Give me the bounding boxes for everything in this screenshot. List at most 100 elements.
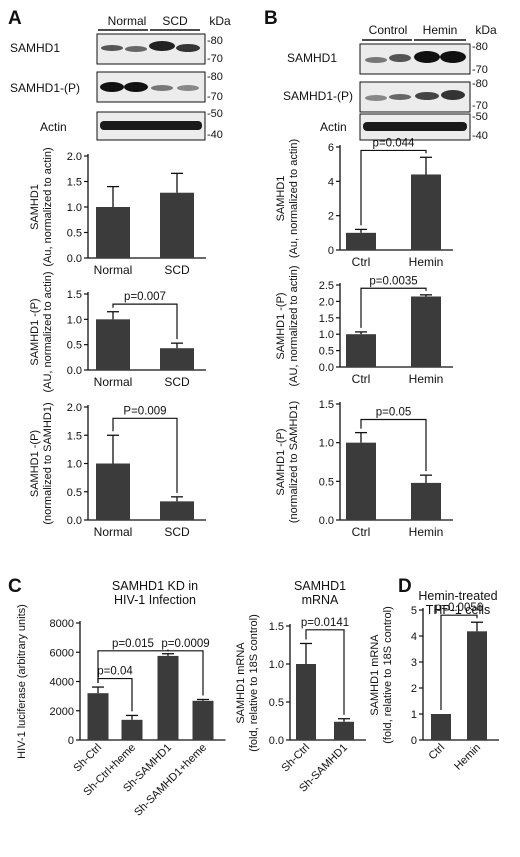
- chart-title: SAMHD1: [294, 579, 346, 593]
- y-axis-label: SAMHD1: [275, 176, 287, 222]
- y-tick-label: 4: [411, 631, 417, 643]
- y-tick-label: 1: [411, 709, 417, 721]
- category-label: Ctrl: [352, 525, 371, 539]
- y-tick-label: 0: [68, 735, 74, 747]
- y-tick-label: 0: [411, 735, 417, 747]
- y-tick-label: 1.5: [269, 621, 284, 633]
- p-value-label: p=0.0141: [301, 617, 349, 629]
- western-blot-b: Control Hemin kDa SAMHD1 -80 -70 SAMHD1-…: [283, 23, 497, 142]
- y-tick-label: 0.0: [319, 362, 334, 374]
- blot-marker: -80: [207, 35, 223, 47]
- bar: [160, 501, 194, 520]
- blot-unit: kDa: [475, 23, 497, 37]
- panel-label-c: C: [8, 576, 22, 597]
- blot-band: [414, 51, 440, 63]
- bar: [96, 319, 130, 370]
- blot-band: [151, 85, 173, 91]
- y-axis-label: SAMHD1 mRNA: [369, 634, 381, 716]
- y-tick-label: 1.0: [319, 329, 334, 341]
- significance-bracket: [440, 614, 478, 710]
- y-tick-label: 0.0: [67, 253, 82, 265]
- blot-band: [440, 51, 466, 63]
- category-label: SCD: [164, 375, 190, 389]
- y-tick-label: 5: [411, 605, 417, 617]
- chart-a3: 0.0 0.5 1.0 1.5 2.0 Normal SCD P=0.009 SAMHD1 -(…: [29, 402, 206, 539]
- chart-d1: 0 1 2 3 4 5 Ctrl Hemin p=0.0056 SAMHD1 mRNA (fold,…: [369, 589, 499, 773]
- y-tick-label: 1.0: [319, 438, 334, 450]
- chart-a2: 0.0 0.5 1.0 1.5 Normal SCD p=0.007 SAMHD1 -(P)(…: [29, 271, 206, 393]
- y-tick-label: 6: [328, 142, 334, 154]
- bar: [121, 719, 143, 740]
- bar: [192, 700, 214, 740]
- panel-label-b: B: [264, 8, 278, 29]
- p-value-label: P=0.009: [123, 405, 166, 417]
- y-axis-label: (normalized to SAMHD1): [42, 402, 54, 524]
- blot-marker: -50: [207, 108, 223, 120]
- p-value-label: p=0.04: [97, 666, 133, 678]
- blot-group-control: Control: [369, 23, 408, 37]
- y-axis-label: (AU, normalized to actin): [42, 271, 54, 392]
- category-label: Normal: [94, 263, 133, 277]
- y-tick-label: 4: [328, 176, 334, 188]
- y-axis-label: SAMHD1: [29, 184, 41, 230]
- blot-band: [101, 45, 123, 51]
- y-tick-label: 1.0: [67, 314, 82, 326]
- y-axis-label: SAMHD1 -(P): [275, 292, 287, 359]
- category-label: SCD: [164, 263, 190, 277]
- category-label: Hemin: [409, 372, 444, 386]
- blot-band: [365, 57, 387, 63]
- y-tick-label: 0.5: [269, 697, 284, 709]
- y-tick-label: 0.5: [319, 476, 334, 488]
- blot-band: [363, 122, 467, 131]
- p-value-label: p=0.05: [376, 406, 412, 418]
- y-axis-label: (normalized to SAMHD1): [288, 401, 300, 523]
- chart-title: HIV-1 Infection: [114, 593, 196, 607]
- blot-group-hemin: Hemin: [423, 23, 458, 37]
- category-label: Hemin: [409, 255, 444, 269]
- y-axis-label: SAMHD1 -(P): [29, 298, 41, 365]
- blot-row-label: Actin: [320, 120, 347, 134]
- p-value-label: p=0.0056: [435, 602, 483, 614]
- y-tick-label: 1.5: [319, 399, 334, 411]
- y-tick-label: 2.5: [319, 280, 334, 292]
- blot-row-label: SAMHD1: [287, 51, 337, 65]
- blot-marker: -80: [472, 41, 488, 53]
- bar: [411, 296, 441, 367]
- y-tick-label: 6000: [50, 647, 74, 659]
- blot-band: [441, 90, 465, 100]
- p-value-label: p=0.044: [373, 137, 415, 149]
- blot-group-normal: Normal: [108, 14, 147, 28]
- blot-band: [415, 92, 439, 100]
- bar: [334, 721, 354, 740]
- bar: [160, 348, 194, 370]
- bar: [96, 463, 130, 520]
- bar: [346, 442, 376, 520]
- bar: [157, 655, 179, 740]
- y-tick-label: 2.0: [67, 151, 82, 163]
- p-value-label: p=0.007: [124, 291, 166, 303]
- blot-marker: -80: [472, 78, 488, 90]
- y-tick-label: 3: [411, 657, 417, 669]
- significance-bracket: [167, 649, 204, 696]
- y-axis-label: (Au, normalized to actin): [42, 147, 54, 266]
- blot-marker: -40: [207, 129, 223, 141]
- significance-bracket: [360, 149, 427, 226]
- y-tick-label: 8000: [50, 618, 74, 630]
- western-blot-a: Normal SCD kDa SAMHD1 -80 -70 SAMHD1-(P)…: [10, 14, 231, 141]
- bar: [346, 232, 376, 250]
- y-tick-label: 0.0: [67, 365, 82, 377]
- category-label: SCD: [164, 525, 190, 539]
- panel-label-d: D: [398, 576, 412, 597]
- blot-row-label: SAMHD1-(P): [283, 89, 353, 103]
- p-value-label: p=0.015: [112, 638, 154, 650]
- blot-band: [389, 94, 411, 100]
- y-tick-label: 2.0: [67, 402, 82, 414]
- category-label: Sh-Ctrl: [71, 742, 104, 775]
- bar: [411, 482, 441, 520]
- bar: [431, 714, 451, 740]
- blot-marker: -40: [472, 130, 488, 142]
- y-tick-label: 1.0: [67, 202, 82, 214]
- blot-band: [125, 46, 147, 52]
